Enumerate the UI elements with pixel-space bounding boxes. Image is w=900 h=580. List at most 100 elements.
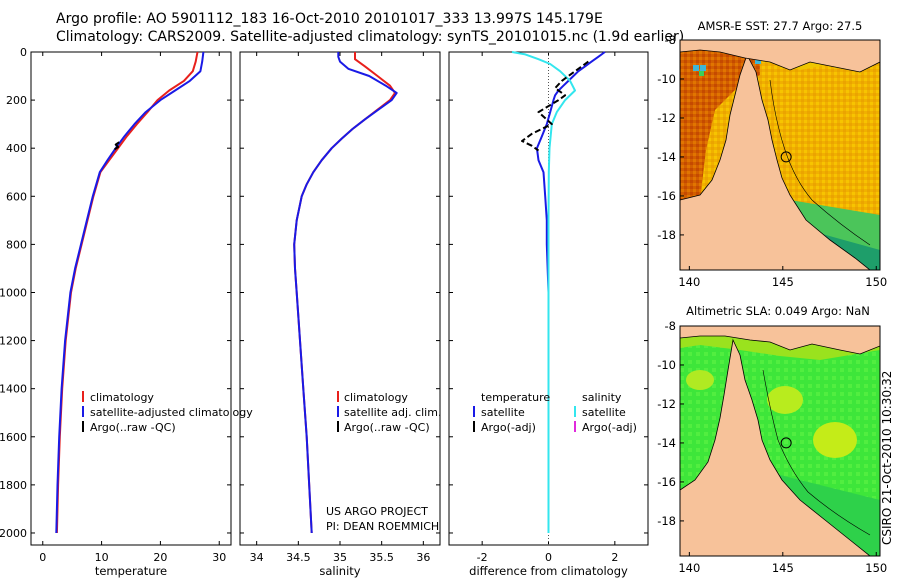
salinity-series-climatology — [293, 52, 396, 534]
credit-project: US ARGO PROJECT — [326, 505, 428, 518]
temperature-xtick-label: 10 — [95, 551, 109, 564]
depth-tick-label: 1800 — [0, 479, 27, 492]
depth-tick-label: 1000 — [0, 286, 27, 299]
temperature-series-climatology — [55, 51, 199, 534]
sst_map-lat-label: -18 — [657, 228, 676, 242]
sst-map-axes: 140 145 150 -8 -10 -12 -14 -16 -18 — [657, 33, 887, 289]
sst-map-frame — [679, 39, 881, 271]
depth-tick-label: 0 — [20, 46, 27, 59]
difference-series-salinity-satellite — [511, 51, 576, 533]
depth-tick-label: 2000 — [0, 527, 27, 540]
credit-pi: PI: DEAN ROEMMICH — [326, 520, 439, 533]
depth-tick-label: 1400 — [0, 383, 27, 396]
legend-text-sal-argo: Argo(..raw -QC) — [344, 421, 430, 434]
figure-title-line-2: Climatology: CARS2009. Satellite-adjuste… — [56, 29, 685, 45]
sst_map-lat-label: -8 — [665, 33, 676, 47]
legend-swatch-sal-satellite — [337, 406, 339, 417]
depth-tick-label: 800 — [6, 238, 27, 251]
legend-swatch-sal-climatology — [337, 391, 339, 402]
sst-contour — [769, 79, 871, 246]
sst_map-lon-label: 140 — [678, 275, 700, 289]
sla-high-anomaly-3 — [686, 370, 714, 390]
sla_map-lon-label: 140 — [678, 561, 700, 575]
difference-xtick-label: -2 — [477, 551, 488, 564]
salinity-series-satellite-adj-clim- — [293, 52, 398, 534]
sst_map-lon-label: 145 — [772, 275, 794, 289]
temperature-series-argo-raw-qc- — [113, 141, 120, 151]
sla_map-lon-label: 150 — [865, 561, 887, 575]
depth-tick-label: 400 — [6, 142, 27, 155]
legend-heading-temperature: temperature — [481, 391, 550, 404]
legend-heading-salinity: salinity — [582, 391, 622, 404]
temperature-panel: 0 10 20 30 0 200 400 600 800 1000 1200 1400 1600 1800… — [0, 46, 231, 578]
difference-legend: temperature satellite Argo(-adj) salinit… — [473, 391, 637, 434]
sla-land-australia — [680, 338, 871, 556]
sst-map-title: AMSR-E SST: 27.7 Argo: 27.5 — [698, 19, 863, 33]
sst-argo-location-marker — [780, 151, 792, 163]
sla_map-lat-label: -12 — [657, 397, 676, 411]
sla-map-axes: 140 145 150 -8 -10 -12 -14 -16 -18 — [657, 319, 887, 575]
legend-swatch-climatology — [82, 391, 84, 402]
legend-text-temp-argo: Argo(-adj) — [481, 421, 536, 434]
sla-map-frame — [679, 325, 881, 557]
salinity-xlabel: salinity — [319, 564, 360, 578]
legend-swatch-sal-argo — [337, 421, 339, 432]
sla-land-new-guinea — [680, 326, 880, 355]
legend-text-satellite-adjusted: satellite-adjusted climatology — [90, 406, 253, 419]
sla_map-lat-label: -8 — [665, 319, 676, 333]
sst_map-lat-label: -12 — [657, 111, 676, 125]
depth-tick-label: 600 — [6, 190, 27, 203]
salinity-xtick-label: 34 — [250, 551, 264, 564]
salinity-panel: 34 34.5 35 35.5 36 salinity — [240, 51, 440, 578]
legend-text-argo: Argo(..raw -QC) — [90, 421, 176, 434]
depth-tick-label: 200 — [6, 94, 27, 107]
legend-swatch-satellite — [82, 406, 84, 417]
sla_map-lat-label: -16 — [657, 475, 676, 489]
figure-title-line-1: Argo profile: AO 5901112_183 16-Oct-2010… — [56, 11, 603, 27]
salinity-xtick-label: 34.5 — [286, 551, 311, 564]
salinity-legend: climatology satellite adj. clim. Argo(..… — [337, 391, 441, 434]
sst_map-lon-label: 150 — [865, 275, 887, 289]
difference-series-temperature-satellite — [535, 51, 606, 533]
sla_map-lon-label: 145 — [772, 561, 794, 575]
sla-map-title: Altimetric SLA: 0.049 Argo: NaN — [686, 304, 870, 318]
sst_map-lat-label: -16 — [657, 189, 676, 203]
temperature-xtick-label: 0 — [39, 551, 46, 564]
sla-contour — [762, 369, 871, 536]
temperature-xtick-label: 20 — [153, 551, 167, 564]
sla_map-lat-label: -14 — [657, 436, 676, 450]
depth-tick-label: 1200 — [0, 335, 27, 348]
legend-swatch-temp-argo — [473, 421, 475, 432]
sla-high-anomaly-2 — [813, 422, 857, 458]
legend-swatch-sal-argo-diff — [574, 421, 576, 432]
salinity-xtick-label: 36 — [416, 551, 430, 564]
sst_map-lat-label: -10 — [657, 72, 676, 86]
difference-xlabel: difference from climatology — [469, 564, 628, 578]
sla-map — [680, 326, 880, 556]
salinity-xtick-label: 35 — [333, 551, 347, 564]
legend-text-sal-argo-diff: Argo(-adj) — [582, 421, 637, 434]
legend-text-temp-satellite: satellite — [481, 406, 525, 419]
depth-tick-label: 1600 — [0, 431, 27, 444]
sla-argo-location-marker — [780, 437, 792, 449]
sst_map-lat-label: -14 — [657, 150, 676, 164]
figure-timestamp: CSIRO 21-Oct-2010 10:30:32 — [880, 370, 894, 545]
temperature-xtick-label: 30 — [212, 551, 226, 564]
legend-swatch-temp-satellite — [473, 406, 475, 417]
sst-map — [680, 40, 880, 270]
temperature-series-satellite-adjusted-climatology — [55, 51, 205, 534]
sst-land-new-guinea — [680, 40, 880, 73]
difference-series-temperature-argo-adj- — [521, 60, 589, 152]
legend-swatch-sal-satellite-diff — [574, 406, 576, 417]
temperature-axes-frame — [30, 51, 232, 546]
sla_map-lat-label: -18 — [657, 514, 676, 528]
sla-high-anomaly-1 — [767, 386, 803, 414]
legend-text-climatology: climatology — [90, 391, 154, 404]
legend-text-sal-climatology: climatology — [344, 391, 408, 404]
difference-xtick-label: 0 — [545, 551, 552, 564]
difference-xtick-label: 2 — [611, 551, 618, 564]
sst-land-australia — [680, 54, 871, 270]
legend-text-sal-satellite-diff: satellite — [582, 406, 626, 419]
